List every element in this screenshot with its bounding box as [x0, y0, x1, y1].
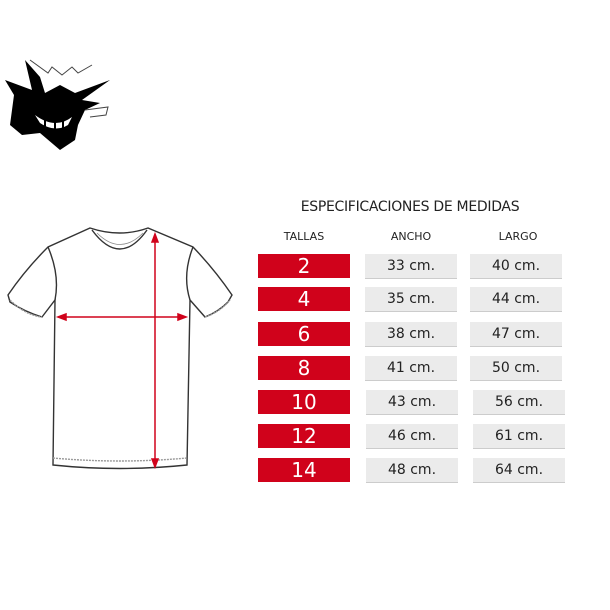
size-cell: 6	[258, 322, 350, 346]
width-cell: 48 cm.	[366, 458, 458, 482]
length-cell: 50 cm.	[470, 356, 562, 380]
header-ancho: ANCHO	[390, 230, 432, 243]
size-cell: 14	[258, 458, 350, 482]
length-cell: 56 cm.	[473, 390, 565, 414]
width-cell: 43 cm.	[366, 390, 458, 414]
width-cell: 41 cm.	[365, 356, 457, 380]
size-cell: 12	[258, 424, 350, 448]
size-cell: 10	[258, 390, 350, 414]
width-cell: 38 cm.	[365, 322, 457, 346]
size-cell: 8	[258, 356, 350, 380]
size-cell: 4	[258, 287, 350, 311]
ghost-logo-icon	[5, 59, 110, 150]
length-cell: 47 cm.	[470, 322, 562, 346]
width-cell: 46 cm.	[366, 424, 458, 448]
header-tallas: TALLAS	[283, 230, 325, 243]
page-title: ESPECIFICACIONES DE MEDIDAS	[300, 199, 520, 215]
width-cell: 33 cm.	[365, 254, 457, 278]
length-cell: 40 cm.	[470, 254, 562, 278]
size-cell: 2	[258, 254, 350, 278]
length-cell: 61 cm.	[473, 424, 565, 448]
width-cell: 35 cm.	[365, 287, 457, 311]
length-cell: 64 cm.	[473, 458, 565, 482]
header-largo: LARGO	[498, 230, 538, 243]
length-cell: 44 cm.	[470, 287, 562, 311]
t-shirt-diagram-icon	[7, 227, 233, 470]
